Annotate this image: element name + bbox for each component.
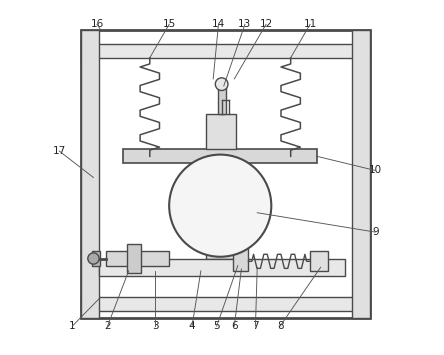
- Text: 8: 8: [277, 321, 283, 331]
- Text: 3: 3: [152, 321, 159, 331]
- Bar: [106, 251, 169, 266]
- Text: 5: 5: [214, 321, 220, 331]
- Bar: [81, 29, 370, 318]
- Text: 6: 6: [231, 321, 238, 331]
- Bar: [310, 251, 328, 271]
- Text: 16: 16: [90, 19, 103, 29]
- Bar: [99, 258, 345, 276]
- Bar: [127, 245, 141, 273]
- Text: 10: 10: [369, 165, 382, 175]
- Circle shape: [169, 155, 271, 257]
- Circle shape: [215, 78, 228, 91]
- Circle shape: [88, 253, 99, 264]
- Text: 1: 1: [69, 321, 75, 331]
- Text: 11: 11: [303, 19, 317, 29]
- Bar: [206, 223, 234, 258]
- Bar: [81, 297, 370, 311]
- Bar: [123, 149, 317, 163]
- Text: 14: 14: [212, 19, 225, 29]
- Bar: [206, 114, 236, 149]
- Bar: [218, 86, 226, 114]
- Text: 17: 17: [53, 146, 66, 156]
- Text: 7: 7: [252, 321, 259, 331]
- Bar: [81, 29, 99, 318]
- Text: 4: 4: [189, 321, 195, 331]
- Text: 2: 2: [104, 321, 111, 331]
- Text: 13: 13: [238, 19, 251, 29]
- Bar: [81, 44, 370, 58]
- Bar: [353, 29, 370, 318]
- Text: 12: 12: [259, 19, 273, 29]
- Bar: [233, 248, 248, 271]
- Text: 9: 9: [372, 227, 379, 237]
- Text: 15: 15: [163, 19, 176, 29]
- Bar: [91, 251, 100, 266]
